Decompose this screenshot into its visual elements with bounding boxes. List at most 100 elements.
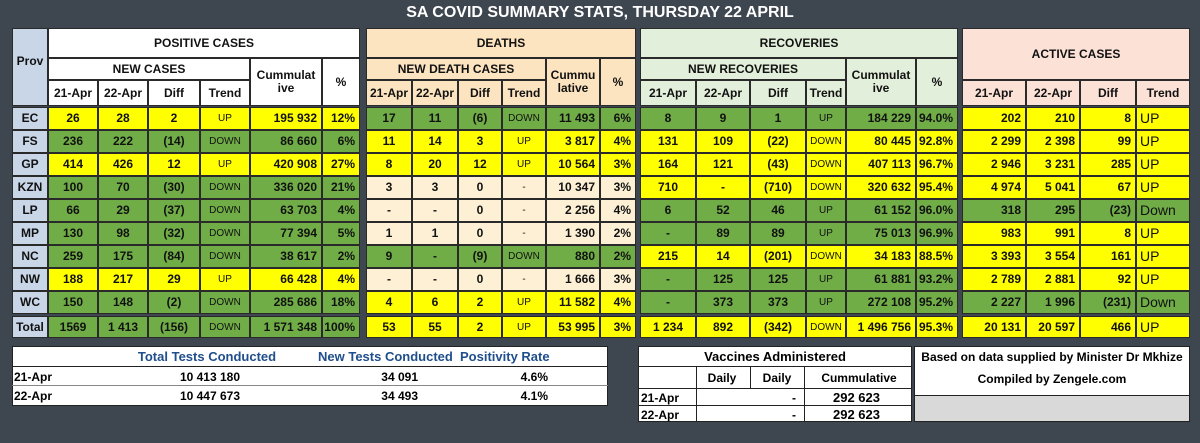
trend-cell: DOWN <box>200 291 250 314</box>
row-label: 21-Apr <box>641 391 680 405</box>
trend-cell: DOWN <box>502 107 546 130</box>
data-cell: 880 <box>546 245 600 268</box>
data-cell: 414 <box>48 153 98 176</box>
data-cell: 215 <box>640 245 696 268</box>
data-cell: 38 617 <box>250 245 322 268</box>
vaccines-title: Vaccines Administered <box>704 349 846 364</box>
data-cell: 131 <box>640 130 696 153</box>
data-cell: 86 660 <box>250 130 322 153</box>
data-cell: 295 <box>1026 199 1080 222</box>
data-cell: 55 <box>412 316 458 338</box>
sub-header: Cummulat ive <box>846 58 916 106</box>
data-cell: (23) <box>1080 199 1136 222</box>
data-cell: 100% <box>322 316 360 338</box>
data-cell: 202 <box>962 107 1026 130</box>
data-cell: 8 <box>1080 107 1136 130</box>
data-cell: 320 632 <box>846 176 916 199</box>
trend-cell: UP <box>806 291 846 314</box>
cell: 292 623 <box>833 407 880 422</box>
data-cell: 3% <box>600 176 636 199</box>
data-cell: 11 582 <box>546 291 600 314</box>
data-cell: 8 <box>1080 222 1136 245</box>
sub-header: NEW DEATH CASES <box>366 58 546 80</box>
data-cell: - <box>366 199 412 222</box>
data-cell: 96.7% <box>916 153 958 176</box>
data-cell: 8 <box>366 153 412 176</box>
trend-cell: UP <box>1136 268 1190 291</box>
prov-cell: Total <box>12 316 48 338</box>
data-cell: - <box>696 176 750 199</box>
prov-cell: KZN <box>12 176 48 199</box>
data-cell: 46 <box>750 199 806 222</box>
data-cell: 272 108 <box>846 291 916 314</box>
data-cell: 11 <box>412 107 458 130</box>
column-header: Diff <box>458 80 502 106</box>
data-cell: 27% <box>322 153 360 176</box>
data-cell: 89 <box>750 222 806 245</box>
header-cell: Positivity Rate <box>460 349 550 364</box>
data-cell: - <box>412 245 458 268</box>
column-header: 22-Apr <box>696 80 750 106</box>
group-header: POSITIVE CASES <box>48 28 360 58</box>
data-cell: 11 493 <box>546 107 600 130</box>
data-cell: 88.5% <box>916 245 958 268</box>
data-cell: (37) <box>148 199 200 222</box>
data-cell: 3 231 <box>1026 153 1080 176</box>
data-cell: - <box>412 268 458 291</box>
data-cell: 94.0% <box>916 107 958 130</box>
data-cell: 77 394 <box>250 222 322 245</box>
data-cell: 12% <box>322 107 360 130</box>
data-cell: - <box>640 291 696 314</box>
trend-cell: UP <box>200 153 250 176</box>
data-cell: 17 <box>366 107 412 130</box>
prov-cell: EC <box>12 107 48 130</box>
trend-cell: DOWN <box>200 176 250 199</box>
data-cell: 2 <box>458 291 502 314</box>
data-cell: (156) <box>148 316 200 338</box>
data-cell: 125 <box>696 268 750 291</box>
trend-cell: - <box>502 268 546 291</box>
data-cell: 130 <box>48 222 98 245</box>
data-cell: 3 <box>458 130 502 153</box>
data-cell: 14 <box>412 130 458 153</box>
group-header: ACTIVE CASES <box>962 28 1190 80</box>
cell: 10 413 180 <box>179 370 240 384</box>
data-cell: 11 <box>366 130 412 153</box>
column-header: 21-Apr <box>366 80 412 106</box>
data-cell: (2) <box>148 291 200 314</box>
data-cell: 2 881 <box>1026 268 1080 291</box>
data-cell: 3 <box>412 176 458 199</box>
header-cell: Total Tests Conducted <box>137 349 277 364</box>
data-cell: (43) <box>750 153 806 176</box>
trend-cell: - <box>502 176 546 199</box>
data-cell: 4% <box>322 268 360 291</box>
data-cell: 3 554 <box>1026 245 1080 268</box>
data-cell: 67 <box>1080 176 1136 199</box>
data-cell: 3% <box>600 153 636 176</box>
data-cell: 150 <box>48 291 98 314</box>
sub-header: % <box>916 58 958 106</box>
column-header: 21-Apr <box>48 80 98 106</box>
trend-cell: UP <box>200 268 250 291</box>
vaccines-table <box>638 346 912 422</box>
data-cell: 0 <box>458 222 502 245</box>
data-cell: 373 <box>750 291 806 314</box>
data-cell: 2 227 <box>962 291 1026 314</box>
data-cell: 89 <box>696 222 750 245</box>
data-cell: 9 <box>696 107 750 130</box>
header-cell: Cummulative <box>821 371 897 385</box>
group-header: DEATHS <box>366 28 636 58</box>
data-cell: - <box>366 268 412 291</box>
data-cell: 1 <box>412 222 458 245</box>
data-cell: 95.4% <box>916 176 958 199</box>
data-cell: 285 686 <box>250 291 322 314</box>
data-cell: 1 666 <box>546 268 600 291</box>
trend-cell: DOWN <box>502 245 546 268</box>
data-cell: 175 <box>98 245 148 268</box>
data-cell: 100 <box>48 176 98 199</box>
column-header: Diff <box>1080 80 1136 106</box>
data-cell: 109 <box>696 130 750 153</box>
data-cell: 99 <box>1080 130 1136 153</box>
data-cell: 2% <box>600 245 636 268</box>
trend-cell: UP <box>502 153 546 176</box>
